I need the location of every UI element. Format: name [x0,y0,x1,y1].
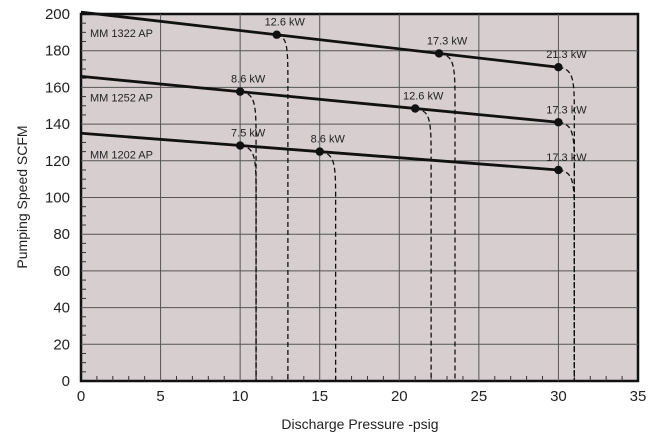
point-label: 17.3 kW [546,152,587,164]
tick-labels: 0 5 10 15 20 25 30 35 0 20 40 60 80 100 120 140 160 180 20… [45,6,646,405]
series-name: MM 1322 AP [90,28,153,40]
data-point [235,141,245,150]
data-point [315,147,324,156]
y-tick-label: 40 [53,300,70,317]
x-tick-label: 20 [391,388,408,405]
point-label: 12.6 kW [265,17,306,29]
y-tick-label: 80 [53,226,70,243]
x-tick-label: 30 [550,388,567,405]
data-point [554,165,563,175]
data-points: 12.6 kW 17.3 kW 21.3 kW 8.6 kW 12.6 kW 17.3 k… [231,17,587,175]
y-tick-label: 120 [45,153,70,170]
data-point [554,118,563,127]
x-tick-label: 25 [471,388,488,405]
series-name: MM 1202 AP [90,149,153,161]
point-label: 8.6 kW [231,74,266,86]
point-label: 12.6 kW [403,91,444,103]
y-tick-label: 140 [45,116,70,133]
y-tick-label: 160 [45,79,70,96]
series-name: MM 1252 AP [90,92,153,104]
x-tick-label: 10 [232,388,249,405]
y-axis-title: Pumping Speed SCFM [14,125,30,268]
grid [81,14,638,381]
y-tick-label: 0 [62,373,70,390]
point-label: 17.3 kW [546,104,587,116]
point-label: 7.5 kW [231,128,266,140]
x-tick-label: 5 [156,388,164,405]
point-label: 17.3 kW [427,35,468,47]
data-point [434,49,444,58]
data-point [411,104,420,113]
data-point [272,30,281,39]
point-label: 21.3 kW [546,49,587,61]
x-tick-label: 15 [311,388,328,405]
data-point [554,63,563,72]
data-point [235,87,245,96]
x-axis-title: Discharge Pressure -psig [281,416,438,432]
minor-ticks [81,22,623,381]
series-line [80,10,559,69]
point-label: 8.6 kW [311,134,346,146]
y-tick-label: 180 [45,43,70,60]
y-tick-label: 100 [45,190,70,207]
y-tick-label: 200 [45,6,70,23]
y-tick-label: 20 [53,336,70,353]
y-tick-label: 60 [53,263,70,280]
series-line [80,74,559,124]
x-tick-label: 0 [77,388,85,405]
x-tick-label: 35 [630,388,647,405]
